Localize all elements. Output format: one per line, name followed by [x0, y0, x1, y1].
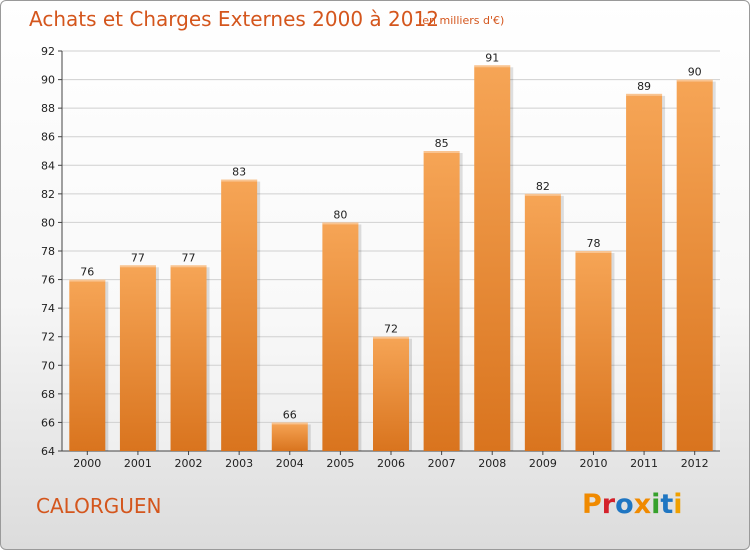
y-tick-label: 66 — [41, 416, 55, 429]
bar — [119, 265, 156, 451]
y-tick-label: 90 — [41, 74, 55, 87]
bar — [322, 222, 359, 451]
x-tick-label: 2000 — [73, 457, 101, 470]
y-tick-label: 78 — [41, 245, 55, 258]
bar — [373, 336, 409, 451]
data-label: 89 — [637, 80, 651, 93]
proxiti-logo[interactable]: Proxiti — [582, 489, 683, 520]
x-tick-label: 2011 — [630, 457, 658, 470]
bar — [626, 93, 663, 451]
data-label: 90 — [688, 66, 702, 79]
logo-letter: t — [660, 489, 674, 520]
data-label: 78 — [586, 237, 600, 250]
x-tick-label: 2012 — [681, 457, 709, 470]
x-tick-label: 2001 — [124, 457, 152, 470]
bar — [170, 265, 207, 451]
y-tick-label: 80 — [41, 216, 55, 229]
data-label: 77 — [131, 251, 145, 264]
y-tick-label: 64 — [41, 445, 55, 458]
data-label: 91 — [485, 51, 499, 64]
commune-name: CALORGUEN — [36, 494, 162, 518]
data-label: 80 — [333, 208, 347, 221]
logo-letter: i — [673, 489, 683, 520]
logo-letter: o — [615, 489, 634, 520]
bar-highlight — [322, 222, 359, 225]
x-tick-label: 2004 — [276, 457, 304, 470]
y-tick-label: 82 — [41, 188, 55, 201]
y-tick-label: 92 — [41, 45, 55, 58]
y-tick-label: 86 — [41, 131, 55, 144]
bar — [524, 193, 561, 451]
data-label: 66 — [283, 408, 297, 421]
chart-subtitle: (en milliers d'€) — [418, 14, 505, 27]
bar — [423, 151, 460, 451]
bar — [221, 179, 258, 452]
bar — [69, 279, 106, 451]
y-tick-label: 68 — [41, 388, 55, 401]
x-tick-label: 2005 — [326, 457, 354, 470]
x-tick-label: 2003 — [225, 457, 253, 470]
x-tick-label: 2009 — [529, 457, 557, 470]
data-label: 76 — [80, 266, 94, 279]
x-tick-label: 2008 — [478, 457, 506, 470]
y-tick-label: 88 — [41, 102, 55, 115]
bar-highlight — [676, 79, 713, 82]
x-tick-label: 2007 — [428, 457, 456, 470]
logo-letter: x — [633, 489, 652, 520]
bar-highlight — [170, 265, 207, 268]
bar-highlight — [626, 93, 663, 96]
logo-letter: r — [601, 489, 616, 520]
bar-highlight — [373, 336, 409, 339]
bar-highlight — [524, 193, 561, 196]
data-label: 82 — [536, 180, 550, 193]
chart-title: Achats et Charges Externes 2000 à 2012 — [29, 7, 439, 31]
x-tick-label: 2010 — [579, 457, 607, 470]
data-label: 72 — [384, 323, 398, 336]
bar-highlight — [575, 251, 612, 253]
y-tick-label: 84 — [41, 159, 55, 172]
bar-highlight — [119, 265, 156, 268]
logo-letter: P — [582, 489, 602, 520]
bar — [676, 79, 713, 452]
bar-highlight — [271, 422, 308, 425]
x-tick-label: 2006 — [377, 457, 405, 470]
y-tick-label: 74 — [41, 302, 55, 315]
y-tick-label: 72 — [41, 331, 55, 344]
data-label: 77 — [182, 251, 196, 264]
bar — [271, 422, 308, 451]
bar-highlight — [474, 65, 511, 68]
bar — [474, 65, 511, 452]
y-tick-label: 70 — [41, 359, 55, 372]
x-tick-label: 2002 — [175, 457, 203, 470]
logo-letter: i — [651, 489, 661, 520]
bar — [575, 251, 612, 451]
bar-highlight — [221, 179, 258, 182]
data-label: 83 — [232, 166, 246, 179]
bar-highlight — [423, 151, 460, 153]
y-tick-label: 76 — [41, 274, 55, 287]
data-label: 85 — [435, 137, 449, 150]
bar-highlight — [69, 279, 106, 282]
